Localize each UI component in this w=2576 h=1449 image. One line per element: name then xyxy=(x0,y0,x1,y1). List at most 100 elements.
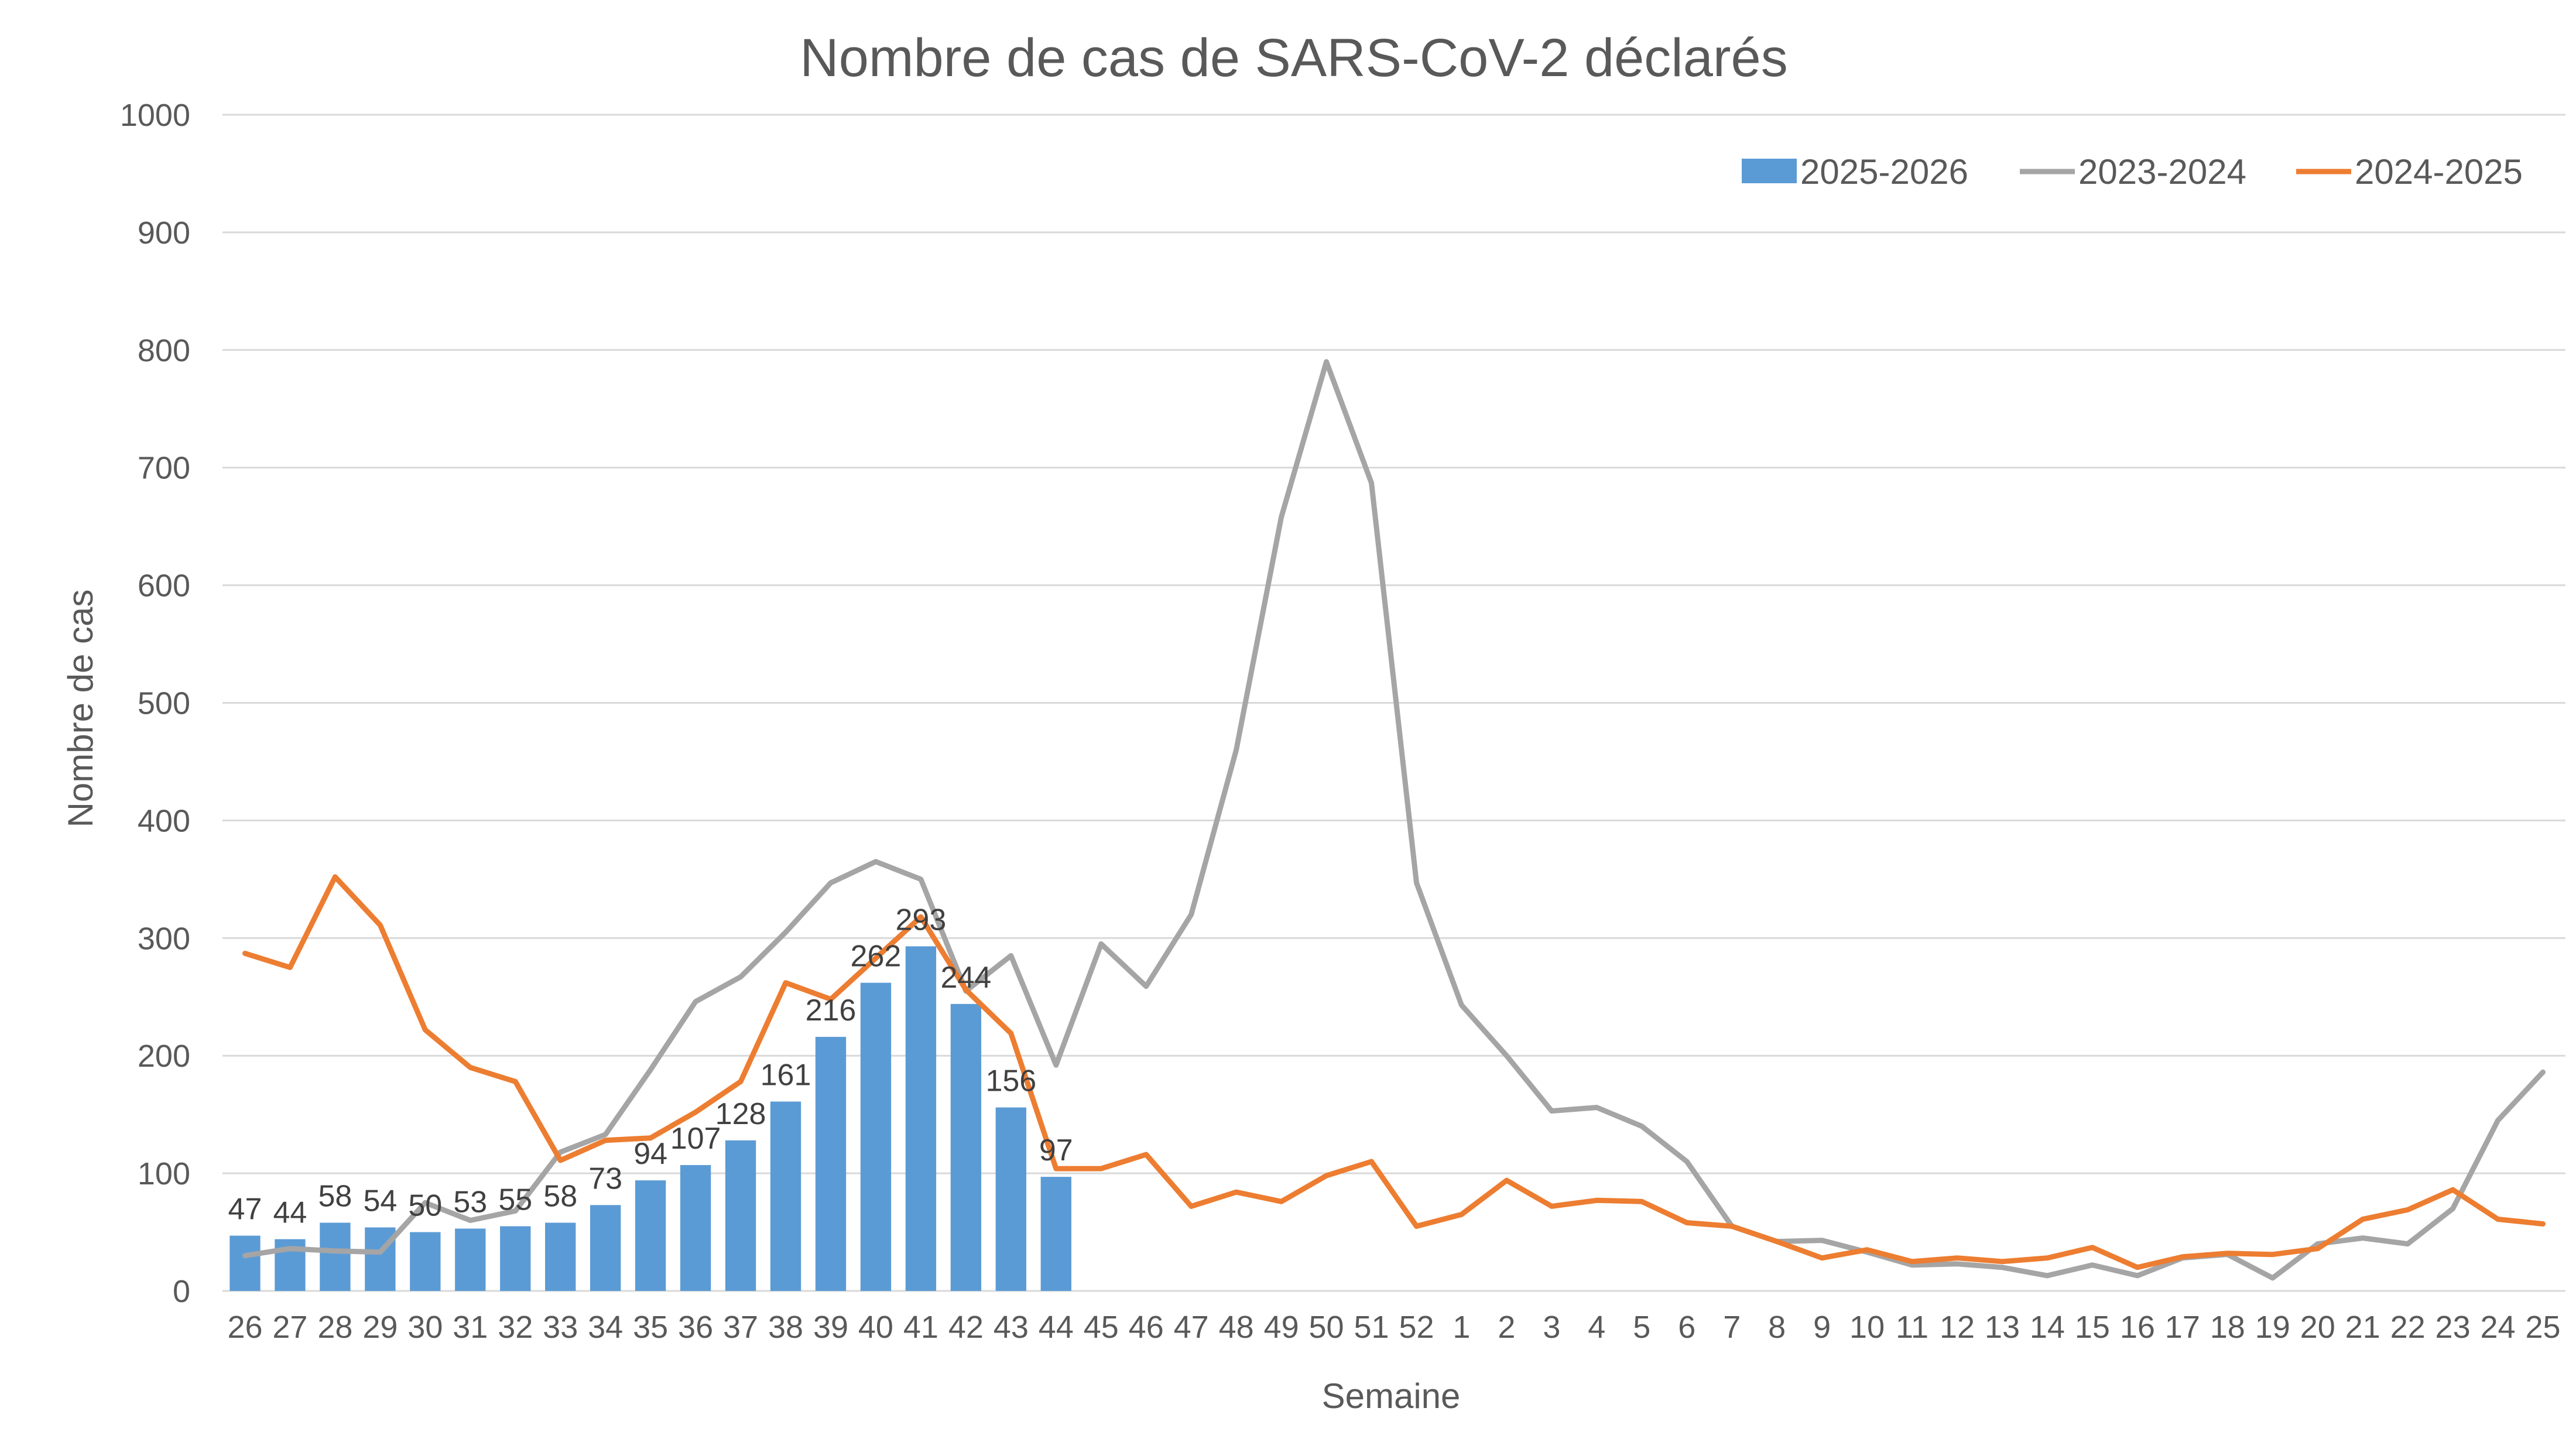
bar-data-label: 107 xyxy=(670,1122,721,1156)
bar xyxy=(590,1205,621,1291)
bar xyxy=(455,1228,486,1291)
x-tick-label: 11 xyxy=(1896,1310,1928,1345)
y-tick-label: 500 xyxy=(138,686,190,721)
bar-data-label: 44 xyxy=(273,1196,307,1230)
bar xyxy=(725,1140,756,1291)
bar xyxy=(770,1101,801,1291)
bar-data-label: 47 xyxy=(228,1193,262,1227)
y-tick-label: 1000 xyxy=(120,98,190,133)
x-tick-label: 34 xyxy=(588,1310,623,1345)
x-tick-label: 10 xyxy=(1849,1310,1885,1345)
x-tick-label: 47 xyxy=(1174,1310,1209,1345)
x-tick-label: 7 xyxy=(1723,1310,1741,1345)
bar-data-label: 58 xyxy=(543,1179,577,1213)
bar xyxy=(635,1180,666,1291)
x-tick-label: 27 xyxy=(272,1310,307,1345)
x-axis-ticks: 26 27 28 29 30 31 32 33 34 35 36 37 38 39 40 41 42 43 44 45… xyxy=(227,1310,2560,1345)
bar-data-label: 73 xyxy=(588,1162,622,1195)
bar-data-label: 161 xyxy=(761,1059,811,1092)
bar xyxy=(905,946,937,1291)
line-series xyxy=(242,359,2546,1281)
series-line-2024-2025 xyxy=(242,874,2546,1270)
y-tick-label: 0 xyxy=(173,1274,190,1309)
x-tick-label: 6 xyxy=(1678,1310,1695,1345)
x-tick-label: 51 xyxy=(1354,1310,1389,1345)
x-tick-label: 48 xyxy=(1219,1310,1254,1345)
bar-data-label: 293 xyxy=(896,903,947,937)
bar-data-label: 94 xyxy=(633,1137,667,1171)
y-tick-label: 800 xyxy=(138,333,190,368)
bar-data-label: 50 xyxy=(408,1189,442,1223)
legend-label: 2024-2025 xyxy=(2355,152,2523,191)
x-tick-label: 50 xyxy=(1309,1310,1344,1345)
bar-data-label: 54 xyxy=(363,1184,397,1218)
x-tick-label: 1 xyxy=(1453,1310,1470,1345)
x-tick-label: 18 xyxy=(2210,1310,2245,1345)
x-tick-label: 52 xyxy=(1399,1310,1434,1345)
bar-data-label: 262 xyxy=(851,940,902,974)
y-tick-label: 900 xyxy=(138,215,190,251)
y-tick-label: 100 xyxy=(138,1156,190,1191)
bar-data-label: 156 xyxy=(985,1064,1036,1098)
legend-label: 2023-2024 xyxy=(2078,152,2246,191)
x-tick-label: 28 xyxy=(317,1310,352,1345)
bar xyxy=(995,1107,1026,1291)
y-axis-ticks: 0 100 200 300 400 500 600 700 800 900 1000 xyxy=(120,98,190,1309)
x-tick-label: 24 xyxy=(2481,1310,2516,1345)
x-tick-label: 33 xyxy=(543,1310,578,1345)
y-tick-label: 700 xyxy=(138,451,190,486)
x-tick-label: 5 xyxy=(1633,1310,1650,1345)
x-tick-label: 3 xyxy=(1543,1310,1560,1345)
x-tick-label: 45 xyxy=(1084,1310,1119,1345)
bar-data-label: 97 xyxy=(1039,1133,1073,1167)
y-tick-label: 600 xyxy=(138,568,190,604)
bar xyxy=(950,1003,982,1291)
x-tick-label: 36 xyxy=(678,1310,713,1345)
legend-swatch xyxy=(1742,159,1797,183)
x-tick-label: 23 xyxy=(2435,1310,2471,1345)
x-tick-label: 22 xyxy=(2390,1310,2426,1345)
bar xyxy=(860,982,892,1291)
y-tick-label: 400 xyxy=(138,803,190,838)
x-tick-label: 13 xyxy=(1985,1310,2020,1345)
x-tick-label: 32 xyxy=(498,1310,533,1345)
x-tick-label: 35 xyxy=(633,1310,668,1345)
bar xyxy=(410,1232,441,1291)
y-tick-label: 200 xyxy=(138,1039,190,1074)
bar-series xyxy=(229,946,1071,1291)
x-tick-label: 42 xyxy=(948,1310,984,1345)
y-tick-label: 300 xyxy=(138,921,190,956)
x-tick-label: 21 xyxy=(2345,1310,2380,1345)
x-tick-label: 17 xyxy=(2165,1310,2200,1345)
bar xyxy=(1040,1177,1071,1291)
x-tick-label: 12 xyxy=(1940,1310,1975,1345)
x-tick-label: 40 xyxy=(858,1310,893,1345)
bar-data-label: 55 xyxy=(498,1183,532,1217)
x-tick-label: 44 xyxy=(1039,1310,1074,1345)
x-tick-label: 39 xyxy=(813,1310,848,1345)
series-line-2023-2024 xyxy=(242,359,2546,1281)
bar-data-label: 53 xyxy=(453,1186,487,1220)
bar xyxy=(680,1165,711,1291)
x-tick-label: 41 xyxy=(903,1310,938,1345)
bar-data-label: 58 xyxy=(318,1179,352,1213)
x-tick-label: 2 xyxy=(1498,1310,1515,1345)
x-tick-label: 29 xyxy=(362,1310,398,1345)
x-tick-label: 9 xyxy=(1813,1310,1831,1345)
x-tick-label: 16 xyxy=(2120,1310,2155,1345)
legend: 2025-2026 2023-2024 2024-2025 xyxy=(1742,152,2523,191)
bar-data-label: 216 xyxy=(806,994,857,1027)
x-tick-label: 38 xyxy=(768,1310,803,1345)
bar xyxy=(320,1222,351,1291)
bar xyxy=(815,1037,847,1291)
legend-label: 2025-2026 xyxy=(1800,152,1968,191)
x-tick-label: 19 xyxy=(2255,1310,2290,1345)
bar xyxy=(545,1222,576,1291)
bar-data-label: 244 xyxy=(940,961,991,995)
x-tick-label: 20 xyxy=(2300,1310,2335,1345)
x-tick-label: 25 xyxy=(2525,1310,2560,1345)
x-tick-label: 49 xyxy=(1264,1310,1299,1345)
x-tick-label: 46 xyxy=(1129,1310,1164,1345)
